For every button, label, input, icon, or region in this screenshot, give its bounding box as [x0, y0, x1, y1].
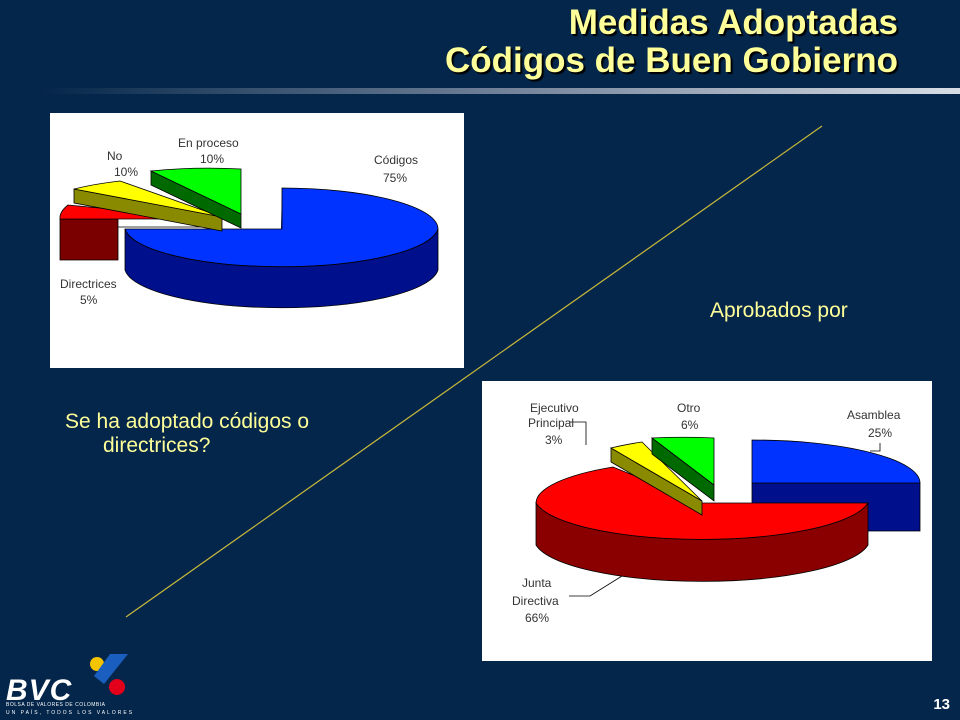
slice-no	[73, 180, 223, 232]
label-directiva: Directiva	[512, 594, 559, 608]
pct-en-proceso: 10%	[200, 152, 224, 166]
pct-directrices: 5%	[80, 293, 98, 307]
question-line-2: directrices?	[103, 434, 211, 457]
bvc-logo	[90, 654, 128, 695]
label-junta: Junta	[522, 576, 552, 590]
title-line-2: Códigos de Buen Gobierno	[444, 41, 898, 80]
slice-otro	[650, 436, 715, 502]
logo-tagline: BOLSA DE VALORES DE COLOMBIA	[6, 702, 106, 708]
title-underline	[40, 88, 960, 94]
logo-name: BVC	[6, 674, 73, 707]
page-number: 13	[933, 696, 950, 713]
label-en-proceso: En proceso	[178, 136, 239, 150]
pie-chart-approved-by: Asamblea 25% Otro 6% Ejecutivo Principal…	[482, 381, 932, 661]
slice-en-proceso	[149, 167, 242, 229]
logo-slogan: UN PAÍS, TODOS LOS VALORES	[6, 710, 135, 716]
pct-codigos: 75%	[383, 171, 407, 185]
question-text: Se ha adoptado códigos o directrices?	[65, 410, 309, 458]
pie-chart-adoption: Códigos 75% En proceso 10% No 10% Direct…	[50, 113, 464, 368]
label-ejecutivo: Ejecutivo	[530, 401, 579, 415]
slice-codigos	[124, 187, 439, 309]
pct-asamblea: 25%	[868, 426, 892, 440]
label-otro: Otro	[677, 401, 701, 415]
question-line-1: Se ha adoptado códigos o	[65, 410, 310, 433]
pct-ejecutivo-principal: 3%	[545, 433, 563, 447]
approved-by-label: Aprobados por	[710, 299, 848, 322]
pct-junta-directiva: 66%	[525, 611, 549, 625]
slice-ejecutivo-principal	[609, 441, 703, 516]
pct-otro: 6%	[681, 418, 699, 432]
label-directrices: Directrices	[60, 277, 117, 291]
slide-title: Medidas Adoptadas Códigos de Buen Gobier…	[445, 4, 898, 80]
label-no: No	[107, 149, 123, 163]
title-line-1: Medidas Adoptadas	[568, 3, 898, 42]
pct-no: 10%	[114, 165, 138, 179]
label-asamblea: Asamblea	[847, 408, 901, 422]
label-principal: Principal	[528, 416, 574, 430]
label-codigos: Códigos	[374, 153, 418, 167]
